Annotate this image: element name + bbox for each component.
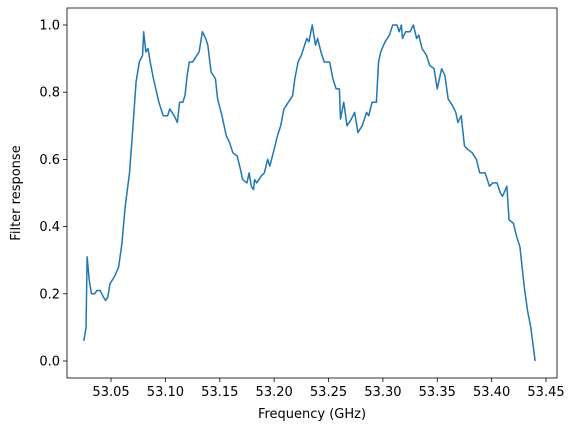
x-tick-label: 53.30 xyxy=(364,385,401,400)
x-tick-label: 53.35 xyxy=(419,385,456,400)
x-axis-label: Frequency (GHz) xyxy=(258,407,366,422)
x-tick-label: 53.45 xyxy=(527,385,564,400)
y-tick-label: 0.8 xyxy=(39,86,60,101)
y-tick-label: 0.4 xyxy=(39,220,60,235)
x-tick-label: 53.10 xyxy=(147,385,184,400)
y-axis-label: Filter response xyxy=(9,145,24,240)
y-tick-label: 0.2 xyxy=(39,287,60,302)
x-tick-label: 53.05 xyxy=(92,385,129,400)
y-tick-label: 1.0 xyxy=(39,19,60,34)
line xyxy=(83,24,536,362)
x-tick-label: 53.25 xyxy=(310,385,347,400)
y-tick-label: 0.6 xyxy=(39,153,60,168)
x-tick-label: 53.40 xyxy=(473,385,510,400)
x-tick-label: 53.20 xyxy=(256,385,293,400)
y-tick-label: 0.0 xyxy=(39,354,60,369)
x-tick-label: 53.15 xyxy=(201,385,238,400)
plot-frame xyxy=(66,7,558,379)
